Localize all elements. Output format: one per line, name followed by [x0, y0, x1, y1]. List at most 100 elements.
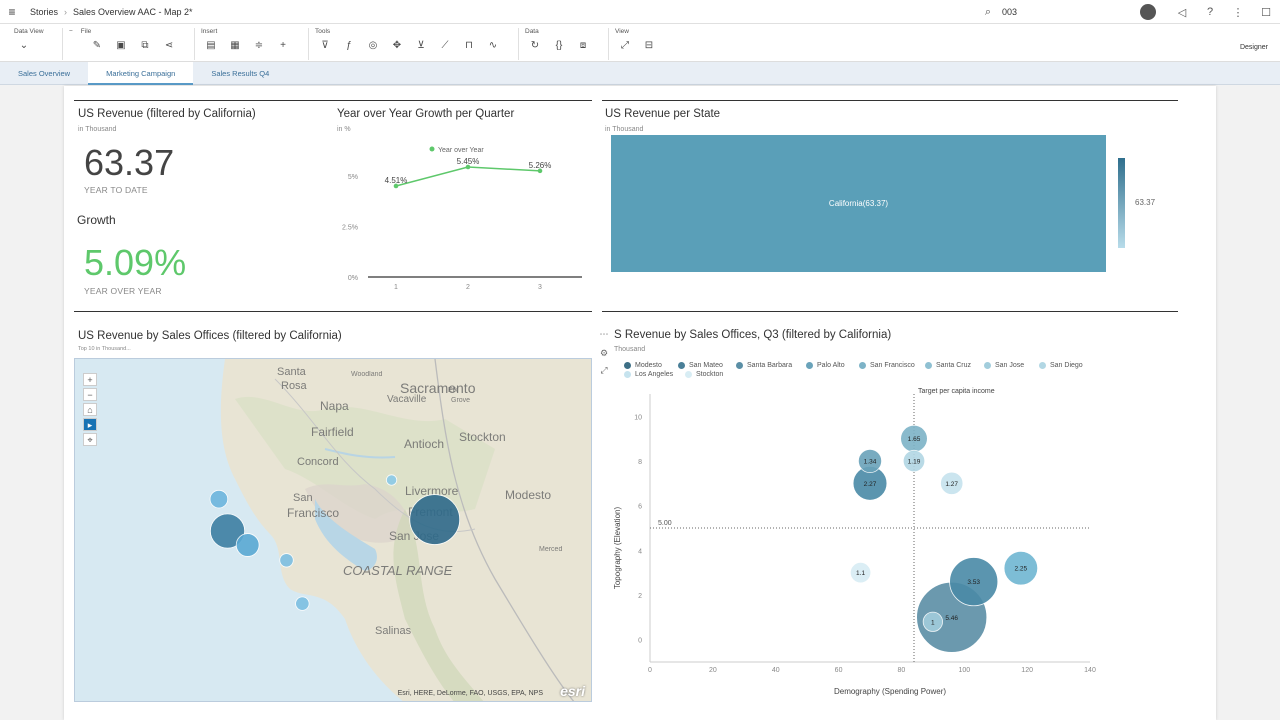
legend-item[interactable]: San Francisco — [859, 362, 915, 369]
legend-item[interactable]: Los Angeles — [624, 371, 673, 378]
line-chart-title[interactable]: Year over Year Growth per Quarter — [337, 108, 515, 120]
share-icon[interactable]: ⋖ — [164, 40, 174, 51]
map-bubble — [409, 494, 461, 545]
bubble-label: 1.1 — [856, 570, 865, 577]
expand-icon[interactable]: ⤢ — [600, 365, 608, 375]
legend-label: San Francisco — [870, 362, 915, 369]
map-surface[interactable]: Sacramento Santa Rosa Woodland Elk Grove Napa V… — [75, 359, 592, 702]
help-icon[interactable]: ? — [1206, 6, 1214, 18]
widget-settings-icon[interactable]: ⚙ — [599, 348, 609, 358]
move-icon[interactable]: ✥ — [392, 40, 402, 51]
fullscreen-icon[interactable]: ⤢ — [621, 40, 629, 51]
refresh-icon[interactable]: ↻ — [530, 40, 540, 51]
avatar[interactable] — [1140, 4, 1156, 20]
search-icon[interactable]: ⌕ — [984, 5, 992, 18]
legend-item[interactable]: Stockton — [685, 371, 723, 378]
map-bubble — [235, 533, 260, 557]
legend-item[interactable]: San Diego — [1039, 362, 1083, 369]
bubble-label: 1.19 — [908, 459, 921, 466]
map-place-label: Livermore — [405, 484, 459, 498]
state-chart-title[interactable]: US Revenue per State — [605, 108, 721, 120]
search-input[interactable]: 003 — [1002, 7, 1018, 17]
map-place-label: Grove — [451, 397, 470, 404]
toolbar-group-label: View — [615, 28, 629, 35]
series-line — [395, 166, 541, 187]
table-insert-icon[interactable]: ▦ — [230, 40, 240, 51]
page-title: Sales Overview AAC - Map 2* — [73, 6, 193, 17]
trend-icon[interactable]: ⟋ — [441, 40, 449, 51]
collapse-icon[interactable]: − — [69, 28, 73, 35]
bubble-point — [940, 471, 964, 495]
lock-icon[interactable]: ⊓ — [465, 40, 473, 51]
x-axis-label: Demography (Spending Power) — [834, 687, 946, 696]
legend-item[interactable]: Santa Cruz — [925, 362, 971, 369]
legend-label: San Jose — [995, 362, 1025, 369]
chart-insert-icon[interactable]: ▤ — [206, 40, 216, 51]
copy-icon[interactable]: ⧉ — [141, 40, 149, 51]
y-tick-label: 5% — [348, 174, 358, 181]
braces-icon[interactable]: {} — [555, 40, 563, 51]
designer-mode-label[interactable]: Designer — [1239, 44, 1268, 51]
legend-label: Stockton — [696, 371, 724, 378]
zoom-in-icon[interactable]: + — [83, 373, 97, 386]
linked-filter-icon[interactable]: ⊻ — [417, 40, 425, 51]
bubble-point — [902, 449, 926, 473]
map-bubble — [209, 489, 229, 509]
megaphone-icon[interactable]: ◁ — [1177, 6, 1187, 19]
kpi-title[interactable]: US Revenue (filtered by California) — [78, 108, 256, 120]
more-vertical-icon[interactable]: ⋮ — [1232, 6, 1244, 19]
wave-icon[interactable]: ∿ — [488, 40, 498, 51]
data-label: 5.26% — [529, 161, 552, 170]
tab-sales-results-q4[interactable]: Sales Results Q4 — [211, 69, 270, 78]
pointer-icon[interactable]: ▸ — [83, 418, 97, 431]
save-icon[interactable]: ▣ — [116, 40, 126, 51]
divider — [602, 100, 1178, 101]
legend-item[interactable]: Santa Barbara — [736, 362, 792, 369]
line-chart: Year over Year 0% 2.5% 5% 1 2 3 4.51% 5.45% 5.26% — [342, 146, 582, 291]
shell-bar: ≡ Stories › Sales Overview AAC - Map 2* … — [0, 0, 1280, 24]
hamburger-menu-icon[interactable]: ≡ — [8, 4, 16, 19]
filter-controls-icon[interactable]: ≑ — [254, 40, 264, 51]
bubble-chart-title[interactable]: S Revenue by Sales Offices, Q3 (filtered… — [614, 329, 892, 341]
map-place-label: Santa — [277, 366, 307, 378]
map-title[interactable]: US Revenue by Sales Offices (filtered by… — [78, 330, 342, 342]
y-tick-label: 6 — [638, 504, 642, 511]
state-block-label: California(63.37) — [828, 199, 889, 208]
formula-icon[interactable]: ƒ — [346, 40, 352, 51]
chat-icon[interactable]: ☐ — [1261, 6, 1271, 19]
legend-label: Santa Cruz — [936, 362, 972, 369]
toolbar-group-label: Data — [525, 28, 539, 35]
legend-item[interactable]: Modesto — [624, 362, 662, 369]
filter-icon[interactable]: ⊽ — [321, 40, 329, 51]
y-tick-label: 0% — [348, 275, 358, 282]
toolbar-group-file: − File ✎ ▣ ⧉ ⋖ — [62, 28, 179, 60]
legend-item[interactable]: San Jose — [984, 362, 1024, 369]
y-tick-label: 2.5% — [342, 225, 358, 232]
breadcrumb-separator-icon: › — [64, 6, 68, 17]
tab-sales-overview[interactable]: Sales Overview — [18, 69, 71, 78]
tab-marketing-campaign[interactable]: Marketing Campaign — [88, 62, 194, 85]
bubble-label: 2.25 — [1015, 566, 1028, 573]
map-place-label: Rosa — [281, 380, 308, 392]
state-block-california[interactable]: California(63.37) — [611, 135, 1106, 272]
chevron-down-icon[interactable]: ⌄ — [19, 40, 29, 51]
duplicate-icon[interactable]: ⧈ — [579, 40, 587, 51]
more-options-icon[interactable]: ⋯ — [599, 329, 609, 339]
zoom-out-icon[interactable]: − — [83, 388, 97, 401]
bay-water — [324, 448, 396, 459]
kpi-value-caption: YEAR TO DATE — [84, 185, 148, 195]
map-place-label: Napa — [320, 399, 349, 413]
map-attribution: Esri, HERE, DeLorme, FAO, USGS, EPA, NPS — [397, 690, 543, 697]
geo-map[interactable]: Sacramento Santa Rosa Woodland Elk Grove Napa V… — [74, 358, 592, 702]
add-more-icon[interactable]: + — [280, 40, 286, 51]
breadcrumb-root[interactable]: Stories — [30, 6, 59, 17]
home-icon[interactable]: ⌂ — [83, 403, 97, 416]
legend-item[interactable]: San Mateo — [678, 362, 723, 369]
target-icon[interactable]: ◎ — [368, 40, 378, 51]
layout-icon[interactable]: ⊟ — [644, 40, 654, 51]
lasso-icon[interactable]: ⌖ — [83, 433, 97, 446]
edit-icon[interactable]: ✎ — [92, 40, 102, 51]
x-tick-label: 20 — [709, 667, 717, 674]
legend-item[interactable]: Palo Alto — [806, 362, 845, 369]
map-place-label: Woodland — [351, 371, 383, 378]
